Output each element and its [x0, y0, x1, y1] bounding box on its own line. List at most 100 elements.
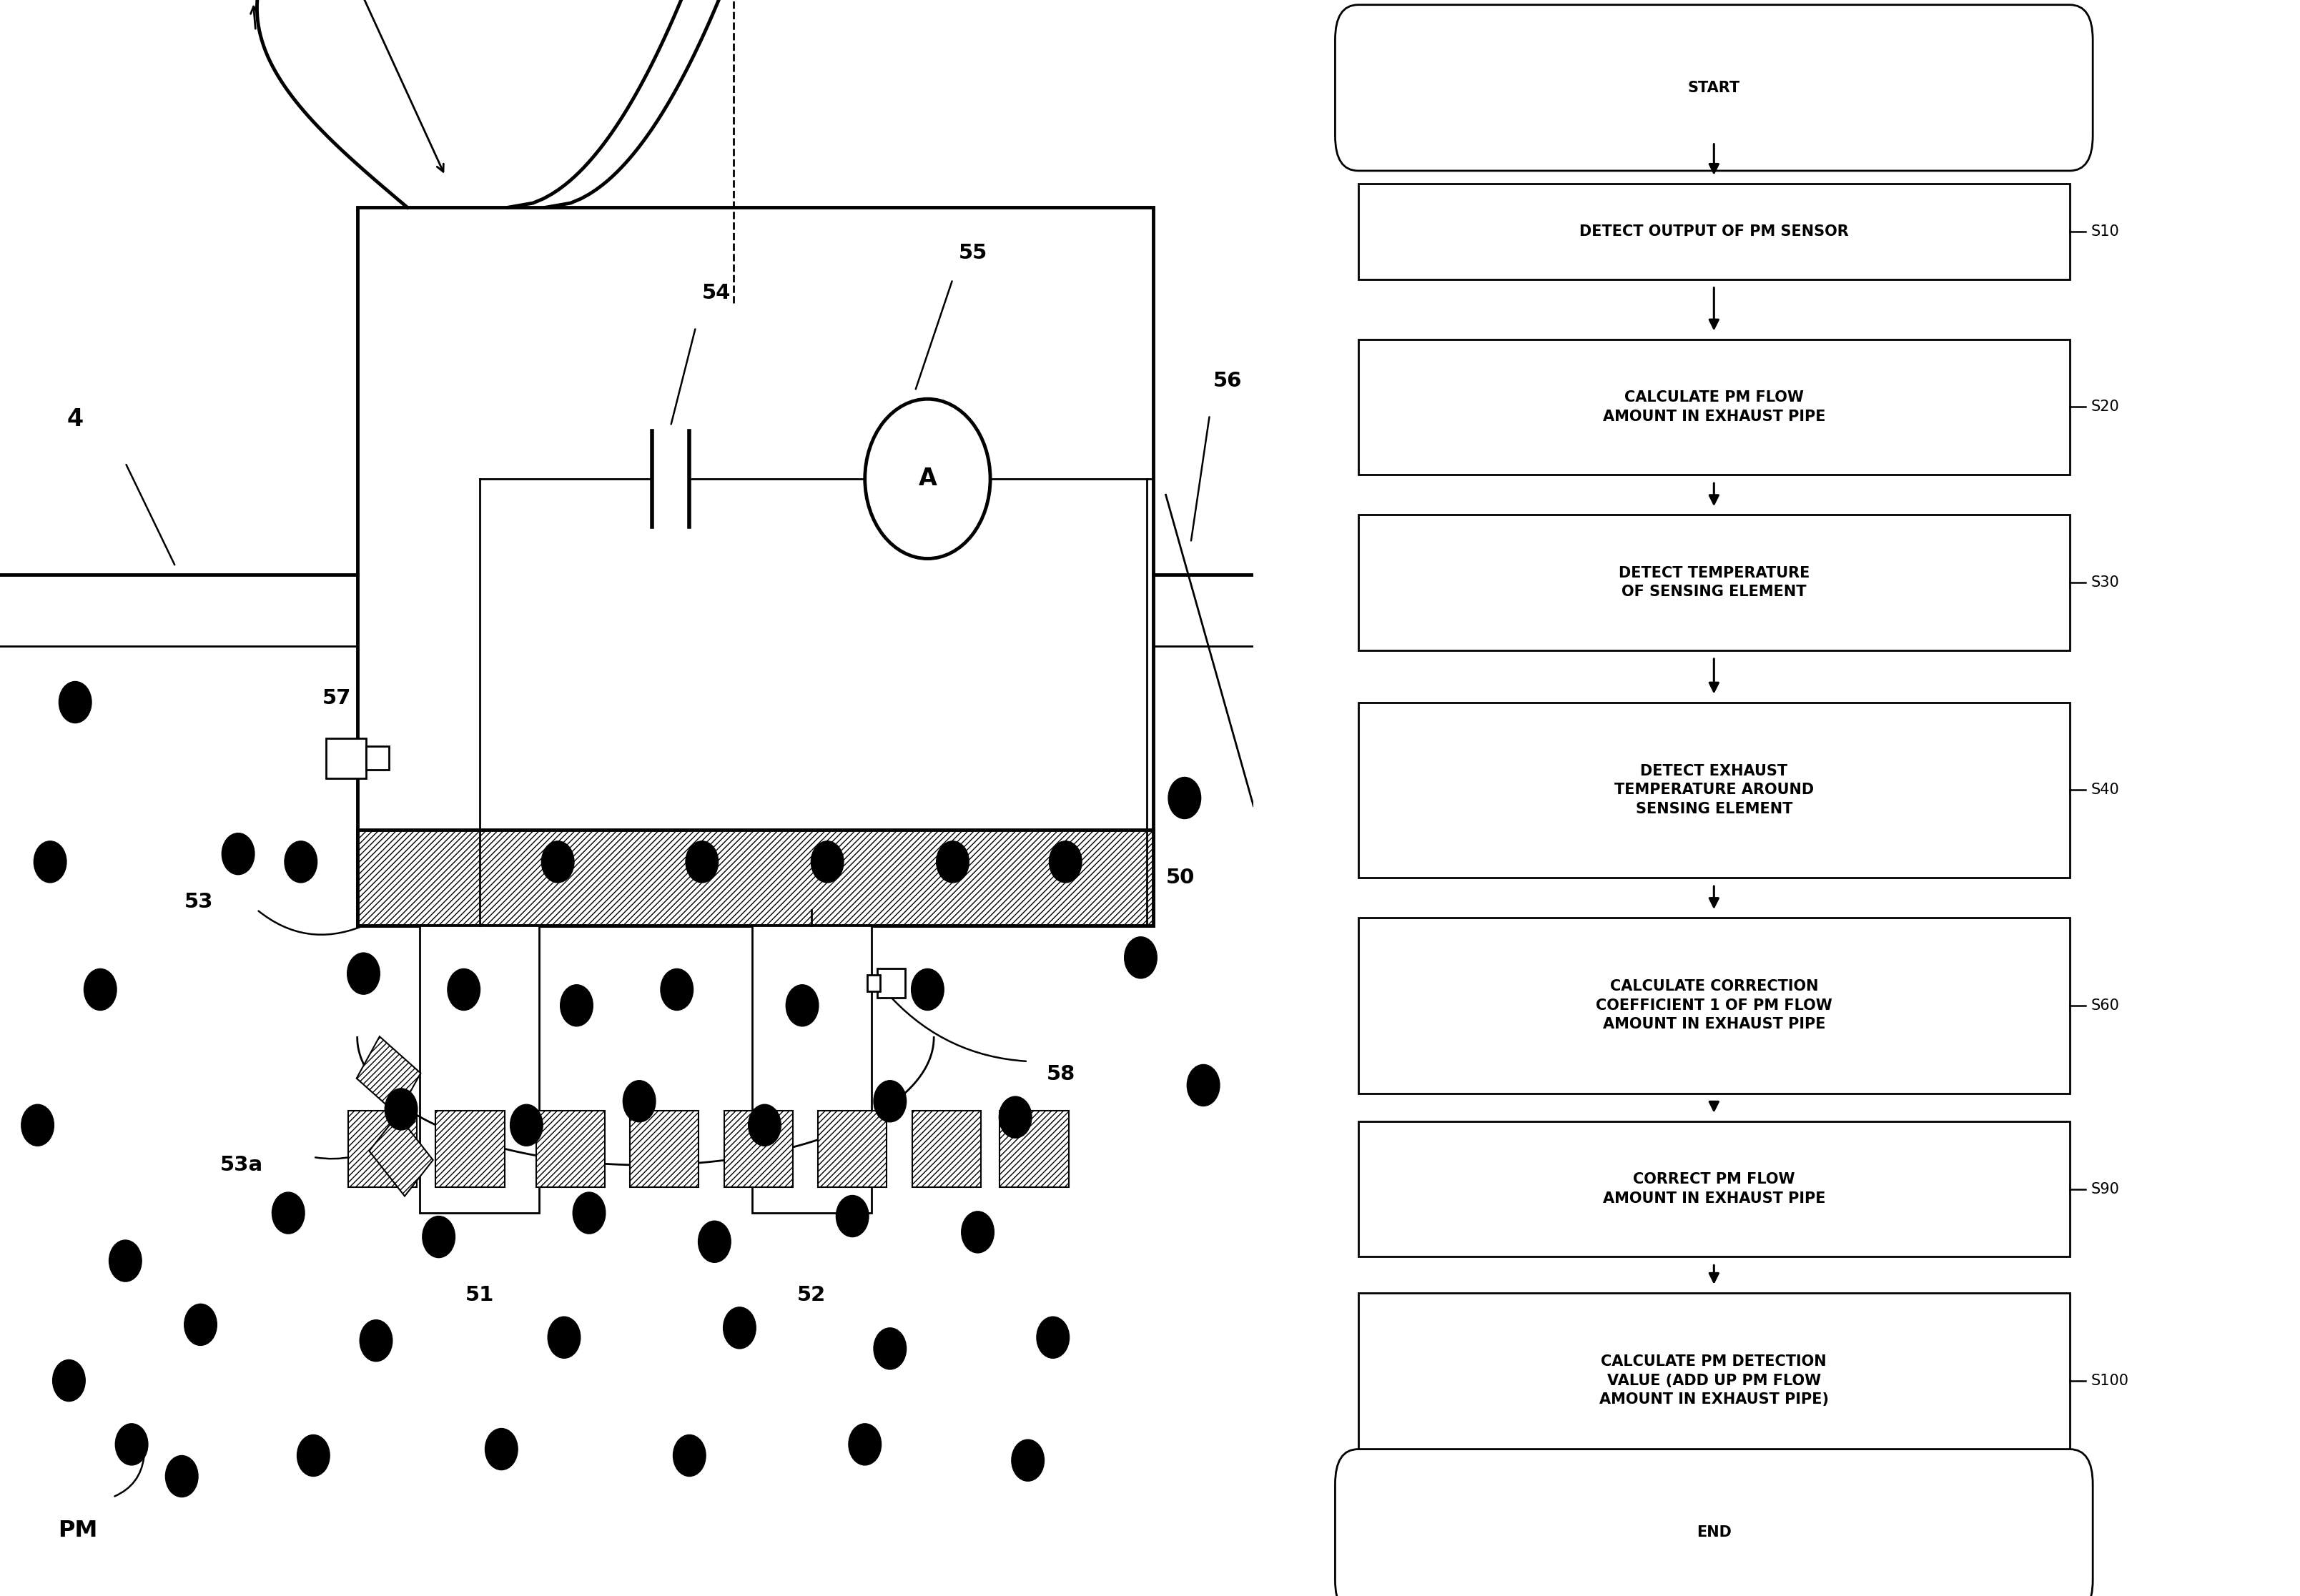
Text: S100: S100	[2091, 1374, 2128, 1387]
Text: 58: 58	[1046, 1065, 1076, 1084]
Circle shape	[485, 1428, 518, 1470]
Bar	[536, 1111, 605, 1187]
Text: 56: 56	[1214, 370, 1242, 391]
Bar	[356, 830, 1152, 926]
Bar	[1357, 1293, 2070, 1468]
Circle shape	[1049, 841, 1081, 883]
Text: S20: S20	[2091, 401, 2118, 413]
Bar	[435, 1111, 504, 1187]
Circle shape	[874, 1080, 906, 1122]
Bar	[876, 969, 904, 997]
Circle shape	[874, 1328, 906, 1369]
Circle shape	[623, 1080, 655, 1122]
Bar	[327, 737, 366, 779]
Text: 54: 54	[701, 282, 731, 303]
Circle shape	[936, 841, 968, 883]
Text: 57: 57	[322, 688, 352, 709]
Bar	[1357, 340, 2070, 476]
Circle shape	[359, 1320, 393, 1361]
Circle shape	[961, 1211, 994, 1253]
Bar	[1000, 1111, 1070, 1187]
Bar	[1357, 1120, 2070, 1258]
Text: 50: 50	[1166, 868, 1194, 887]
Circle shape	[998, 1096, 1033, 1138]
Text: CORRECT PM FLOW
AMOUNT IN EXHAUST PIPE: CORRECT PM FLOW AMOUNT IN EXHAUST PIPE	[1603, 1173, 1826, 1205]
Circle shape	[21, 1104, 53, 1146]
Text: START: START	[1688, 81, 1741, 94]
Circle shape	[1125, 937, 1157, 978]
Text: 53: 53	[184, 892, 214, 911]
Circle shape	[748, 1104, 782, 1146]
Text: S30: S30	[2091, 576, 2118, 589]
Circle shape	[115, 1424, 147, 1465]
Text: PM: PM	[58, 1519, 97, 1542]
Text: DETECT EXHAUST
TEMPERATURE AROUND
SENSING ELEMENT: DETECT EXHAUST TEMPERATURE AROUND SENSIN…	[1615, 764, 1815, 816]
Circle shape	[34, 841, 67, 883]
FancyBboxPatch shape	[370, 1116, 432, 1195]
Circle shape	[660, 969, 692, 1010]
Bar	[819, 1111, 888, 1187]
Circle shape	[812, 841, 844, 883]
Circle shape	[561, 985, 593, 1026]
Text: A: A	[918, 468, 936, 490]
Bar	[724, 1111, 794, 1187]
Text: END: END	[1697, 1526, 1732, 1539]
Circle shape	[511, 1104, 543, 1146]
Text: CALCULATE PM FLOW
AMOUNT IN EXHAUST PIPE: CALCULATE PM FLOW AMOUNT IN EXHAUST PIPE	[1603, 391, 1826, 423]
Text: 53a: 53a	[221, 1156, 262, 1175]
Circle shape	[787, 985, 819, 1026]
Circle shape	[547, 1317, 580, 1358]
Circle shape	[85, 969, 117, 1010]
Bar	[911, 1111, 980, 1187]
Circle shape	[674, 1435, 706, 1476]
Circle shape	[722, 1307, 757, 1349]
FancyBboxPatch shape	[1334, 1449, 2093, 1596]
Circle shape	[297, 1435, 329, 1476]
Circle shape	[573, 1192, 605, 1234]
Text: S10: S10	[2091, 225, 2118, 238]
Bar	[1357, 702, 2070, 878]
Circle shape	[1012, 1440, 1044, 1481]
Bar	[1357, 918, 2070, 1093]
Bar	[867, 975, 881, 991]
Circle shape	[285, 841, 317, 883]
Text: S40: S40	[2091, 784, 2118, 796]
Circle shape	[865, 399, 991, 559]
Bar	[1357, 184, 2070, 279]
Circle shape	[685, 841, 718, 883]
Bar	[752, 926, 872, 1213]
Bar	[1357, 516, 2070, 651]
Circle shape	[699, 1221, 731, 1262]
FancyBboxPatch shape	[1334, 5, 2093, 171]
Text: DETECT OUTPUT OF PM SENSOR: DETECT OUTPUT OF PM SENSOR	[1580, 225, 1849, 238]
Circle shape	[60, 681, 92, 723]
Circle shape	[540, 841, 575, 883]
Bar	[630, 1111, 699, 1187]
Circle shape	[384, 1088, 416, 1130]
Text: CALCULATE CORRECTION
COEFFICIENT 1 OF PM FLOW
AMOUNT IN EXHAUST PIPE: CALCULATE CORRECTION COEFFICIENT 1 OF PM…	[1596, 980, 1833, 1031]
Bar	[347, 1111, 416, 1187]
Text: CALCULATE PM DETECTION
VALUE (ADD UP PM FLOW
AMOUNT IN EXHAUST PIPE): CALCULATE PM DETECTION VALUE (ADD UP PM …	[1598, 1355, 1829, 1406]
FancyBboxPatch shape	[356, 1036, 421, 1116]
Text: 52: 52	[798, 1285, 826, 1306]
Circle shape	[911, 969, 943, 1010]
Circle shape	[1037, 1317, 1070, 1358]
Text: DETECT TEMPERATURE
OF SENSING ELEMENT: DETECT TEMPERATURE OF SENSING ELEMENT	[1619, 567, 1810, 598]
Circle shape	[271, 1192, 304, 1234]
Circle shape	[448, 969, 481, 1010]
Bar	[421, 926, 538, 1213]
Text: 55: 55	[959, 243, 987, 263]
Circle shape	[423, 1216, 455, 1258]
Circle shape	[347, 953, 380, 994]
Text: 51: 51	[465, 1285, 494, 1306]
Circle shape	[184, 1304, 216, 1345]
Circle shape	[108, 1240, 143, 1282]
Circle shape	[1187, 1065, 1219, 1106]
Text: S60: S60	[2091, 999, 2118, 1012]
Bar	[366, 747, 389, 771]
Circle shape	[849, 1424, 881, 1465]
Circle shape	[221, 833, 255, 875]
Text: 4: 4	[67, 407, 83, 431]
Bar	[356, 207, 1152, 926]
Circle shape	[837, 1195, 869, 1237]
